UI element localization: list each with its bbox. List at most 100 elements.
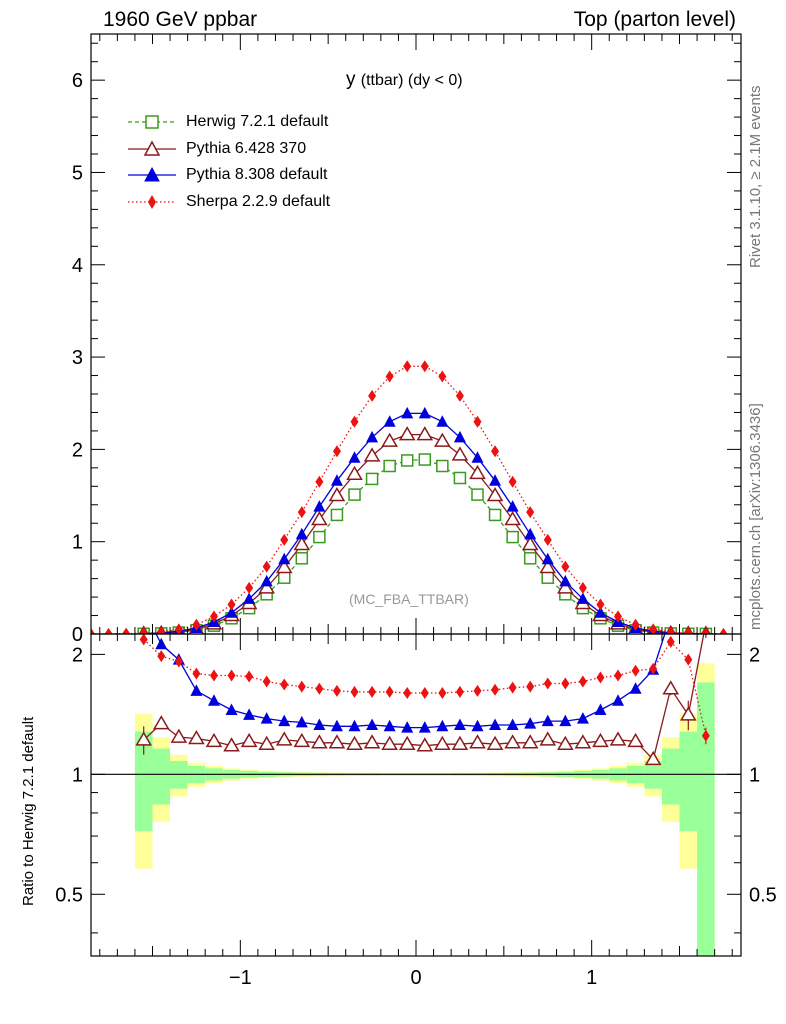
main-point-sherpa	[455, 389, 464, 402]
main-point-herwig	[523, 552, 537, 565]
ratio-x-tick-label: −1	[229, 967, 252, 989]
main-point-sherpa	[666, 626, 675, 634]
ratio-point-sherpa	[526, 680, 535, 693]
ratio-point-pythia6	[328, 734, 346, 749]
ratio-point-pythia6	[644, 750, 662, 766]
main-point-herwig	[453, 471, 467, 485]
main-point-pythia8	[506, 500, 519, 512]
main-point-sherpa	[227, 598, 236, 611]
ratio-point-pythia8	[594, 703, 607, 716]
main-point-herwig	[488, 508, 502, 522]
ratio-point-sherpa	[438, 686, 447, 699]
ratio-point-pythia8	[366, 718, 379, 730]
ratio-point-pythia8	[330, 719, 343, 732]
main-point-sherpa	[719, 627, 728, 634]
ratio-point-pythia8	[436, 719, 449, 732]
ratio-point-pythia8	[295, 715, 308, 728]
main-point-sherpa	[332, 445, 341, 458]
ratio-point-pythia6	[557, 735, 574, 750]
main-point-sherpa	[245, 581, 254, 594]
ratio-point-sherpa	[508, 681, 517, 694]
ratio-point-sherpa	[350, 685, 359, 698]
main-point-herwig	[506, 530, 519, 544]
ratio-point-sherpa	[561, 677, 570, 690]
main-point-pythia6	[504, 511, 521, 526]
main-point-pythia6	[451, 446, 469, 461]
main-point-pythia6	[521, 535, 539, 551]
main-point-pythia6	[486, 487, 504, 502]
legend-label-pythia8: Pythia 8.308 default	[186, 166, 328, 183]
ratio-point-sherpa	[139, 634, 148, 646]
main-point-sherpa	[157, 626, 166, 634]
main-point-sherpa	[526, 506, 535, 519]
ratio-point-pythia6	[521, 734, 539, 749]
ratio-point-pythia8	[138, 602, 150, 614]
ratio-band-inner	[152, 748, 171, 805]
ratio-point-sherpa	[315, 682, 324, 695]
main-point-sherpa	[368, 389, 377, 402]
ratio-point-pythia8	[155, 637, 168, 650]
ratio-x-tick-label: 1	[586, 967, 597, 989]
main-point-sherpa	[262, 560, 271, 573]
main-point-pythia6	[346, 465, 363, 481]
ratio-point-pythia8	[629, 682, 642, 694]
ratio-point-pythia8	[489, 718, 502, 730]
ratio-point-pythia8	[612, 694, 625, 706]
ratio-point-pythia8	[190, 684, 203, 696]
ratio-point-pythia8	[278, 714, 291, 727]
main-point-pythia8	[471, 451, 484, 463]
ratio-point-pythia6	[346, 735, 363, 750]
ratio-point-sherpa	[280, 678, 289, 691]
ratio-point-pythia6	[539, 731, 557, 746]
ratio-point-sherpa	[385, 685, 394, 698]
main-point-sherpa	[578, 581, 587, 594]
main-point-pythia8	[418, 406, 431, 419]
main-y-tick-label: 0	[72, 624, 83, 646]
legend-label-herwig: Herwig 7.2.1 default	[186, 113, 329, 130]
ratio-point-sherpa	[245, 670, 254, 683]
ratio-x-tick-label: 0	[410, 967, 421, 989]
ratio-point-sherpa	[614, 669, 623, 682]
legend-label-pythia6: Pythia 6.428 370	[186, 139, 307, 157]
ratio-point-sherpa	[368, 685, 377, 698]
main-point-pythia6	[539, 559, 557, 574]
ratio-band-inner	[697, 682, 715, 956]
ratio-point-pythia6	[258, 735, 275, 750]
main-point-sherpa	[139, 627, 148, 634]
main-point-herwig	[400, 454, 414, 467]
ratio-y-tick-label-right: 2	[749, 644, 760, 666]
ratio-point-pythia8	[225, 703, 238, 716]
ratio-point-pythia8	[471, 719, 484, 732]
main-point-sherpa	[350, 415, 359, 428]
ratio-point-sherpa	[209, 669, 218, 682]
main-y-tick-label: 2	[72, 439, 83, 461]
main-point-pythia8	[524, 527, 537, 540]
ratio-point-sherpa	[157, 650, 166, 663]
main-point-sherpa	[91, 627, 95, 634]
ratio-point-pythia6	[451, 735, 469, 750]
ratio-point-pythia6	[486, 735, 504, 750]
main-point-pythia8	[330, 474, 343, 486]
main-point-pythia8	[436, 415, 449, 427]
main-point-pythia8	[541, 552, 554, 565]
main-point-herwig	[471, 488, 484, 501]
main-point-sherpa	[631, 618, 640, 631]
ratio-point-pythia8	[313, 718, 326, 730]
main-point-pythia6	[275, 559, 293, 574]
main-panel	[91, 360, 728, 634]
main-line-pythia8	[143, 412, 706, 634]
main-point-pythia6	[293, 535, 311, 551]
ratio-point-pythia6	[205, 732, 223, 748]
ratio-point-sherpa	[684, 653, 693, 666]
ratio-point-pythia8	[418, 721, 431, 733]
main-point-pythia8	[489, 474, 502, 486]
ratio-point-pythia6	[311, 734, 328, 749]
ratio-point-sherpa	[491, 683, 500, 696]
main-point-herwig	[313, 530, 326, 544]
ratio-point-pythia6	[363, 734, 381, 749]
legend-marker-sherpa	[128, 194, 176, 209]
ratio-point-pythia6	[609, 731, 627, 746]
main-point-herwig	[295, 552, 309, 565]
main-point-pythia8	[594, 606, 607, 618]
